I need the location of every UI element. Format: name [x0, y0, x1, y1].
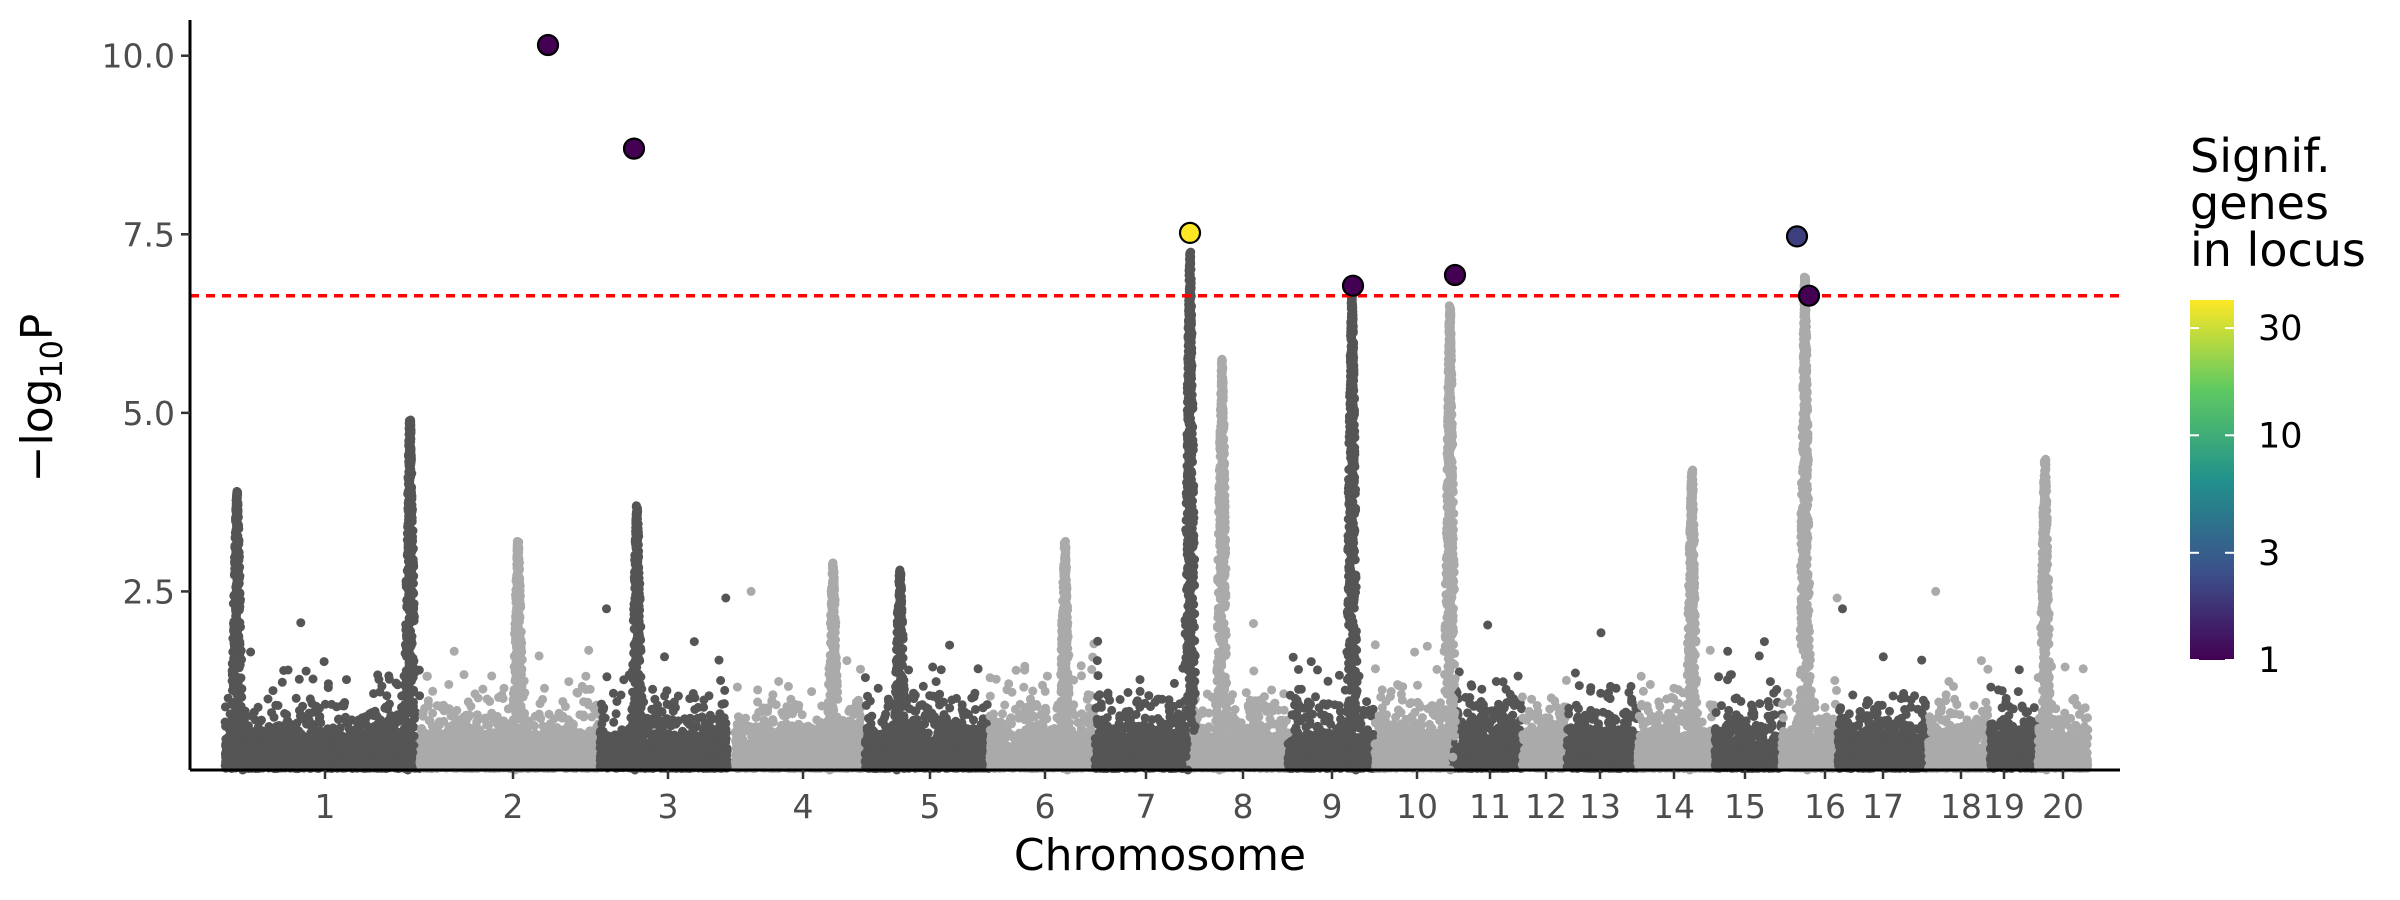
highlighted-locus-2 [536, 33, 560, 57]
peak-14-11 [1682, 465, 1703, 775]
axes: 2.55.07.510.01 2 3 4 5 6 7 8 9 10 11 12 13 14 15 16 17 18… [102, 20, 2120, 826]
x-tick-label-14: 14 [1653, 787, 1695, 826]
peak-2-2 [508, 536, 528, 775]
chromosome-points-15 [1710, 637, 1787, 774]
highlighted-locus-15 [1785, 225, 1809, 248]
peak-5-5 [890, 565, 910, 775]
highlighted-locus-7 [1178, 221, 1202, 244]
peak-20-13 [2036, 454, 2055, 775]
x-tick-label-1: 1 [315, 787, 336, 826]
y-tick-label: 7.5 [123, 215, 175, 254]
highlighted-locus-11 [1443, 263, 1467, 287]
chromosome-points-11 [1448, 620, 1527, 773]
legend-title: Signif. genes in locus [2190, 129, 2366, 277]
x-tick-label-3: 3 [658, 787, 679, 826]
y-tick-label: 2.5 [123, 572, 175, 611]
highlighted-loci-layer [536, 33, 1821, 307]
chromosome-points-18 [1924, 586, 1995, 774]
chromosome-points-14 [1633, 645, 1720, 774]
peak-6-6 [1055, 536, 1075, 775]
chromosome-points-19 [1985, 665, 2043, 773]
highlighted-locus-16 [1797, 284, 1821, 307]
chromosome-points-9 [1283, 652, 1380, 773]
peak-1-0 [227, 486, 248, 775]
peak-16-12 [1795, 272, 1815, 775]
highlighted-locus-9 [1341, 274, 1365, 297]
x-tick-label-2: 2 [503, 787, 524, 826]
chromosome-points-8 [1185, 619, 1293, 773]
x-tick-label-8: 8 [1233, 787, 1254, 826]
legend-label: 30 [2258, 309, 2303, 349]
x-tick-label-18: 18 [1940, 787, 1982, 826]
x-tick-label-6: 6 [1035, 787, 1056, 826]
color-legend: Signif. genes in locus 1 3 10 30 [2190, 129, 2366, 681]
legend-label: 1 [2258, 641, 2280, 681]
x-tick-label-15: 15 [1724, 787, 1766, 826]
x-tick-label-4: 4 [793, 787, 814, 826]
peak-9-9 [1342, 286, 1362, 775]
legend-label: 3 [2258, 534, 2280, 574]
chromosome-points-4 [730, 586, 870, 774]
chromosome-points-7 [1090, 636, 1195, 774]
peak-10-10 [1440, 301, 1460, 775]
chromosome-points-13 [1562, 628, 1643, 774]
peak-3-3 [627, 501, 647, 775]
y-tick-label: 10.0 [102, 37, 175, 76]
x-tick-label-5: 5 [920, 787, 941, 826]
x-tick-label-9: 9 [1322, 787, 1343, 826]
chromosome-points-5 [860, 608, 995, 774]
x-tick-label-20: 20 [2042, 787, 2084, 826]
x-tick-label-19: 19 [1983, 787, 2025, 826]
x-tick-label-16: 16 [1804, 787, 1846, 826]
chromosome-points-2 [415, 645, 605, 774]
highlighted-locus-3 [622, 137, 646, 160]
x-tick-label-13: 13 [1579, 787, 1621, 826]
chromosome-points-1 [220, 618, 425, 774]
x-tick-label-10: 10 [1396, 787, 1438, 826]
y-axis-title: −log10P [12, 314, 70, 483]
x-tick-label-11: 11 [1469, 787, 1511, 826]
x-tick-label-17: 17 [1862, 787, 1904, 826]
chromosome-points-6 [985, 639, 1100, 774]
chromosome-points-17 [1833, 604, 1933, 774]
x-tick-label-7: 7 [1136, 787, 1157, 826]
snp-points-layer [220, 247, 2093, 775]
x-tick-label-12: 12 [1525, 787, 1567, 826]
peak-7-7 [1180, 247, 1200, 775]
legend-label: 10 [2258, 416, 2303, 456]
peak-8-8 [1211, 354, 1232, 775]
x-axis-title: Chromosome [1014, 830, 1306, 881]
peak-1-1 [400, 415, 420, 775]
y-tick-label: 5.0 [123, 394, 175, 433]
legend-colorbar [2190, 300, 2234, 660]
peak-4-4 [823, 558, 843, 775]
chromosome-points-3 [595, 593, 733, 773]
